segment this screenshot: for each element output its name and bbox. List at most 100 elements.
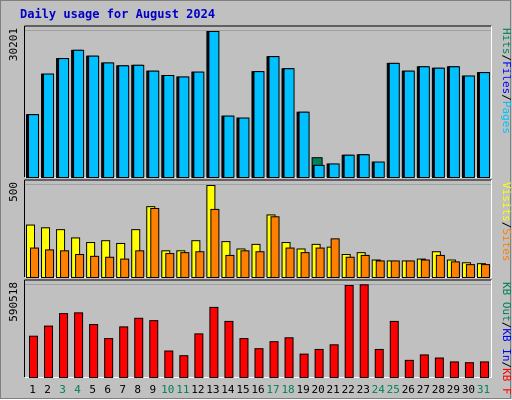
bar-pages (343, 154, 355, 179)
bar-sites (225, 254, 235, 278)
legend-entry: Sites (500, 228, 512, 261)
x-tick-label: 19 (296, 383, 309, 396)
bar-kb-f (449, 361, 459, 379)
x-tick-label: 20 (312, 383, 325, 396)
x-tick-label: 12 (191, 383, 204, 396)
bar-pages (418, 66, 430, 178)
bar-kb-f (74, 312, 84, 379)
bar-sites (435, 254, 445, 278)
bar-kb-f (344, 285, 354, 378)
legend-entry: Hits (500, 28, 512, 55)
x-tick-label: 30 (462, 383, 475, 396)
bar-sites (420, 259, 430, 278)
bar-pages (73, 49, 85, 178)
bar-kb-f (479, 361, 489, 379)
legend-entry: Pages (500, 101, 512, 134)
x-tick-label: 29 (447, 383, 460, 396)
bar-kb-f (164, 350, 174, 378)
x-tick-label: 6 (104, 383, 111, 396)
bar-sites (270, 216, 280, 278)
bar-sites (75, 254, 85, 278)
bar-pages (373, 161, 385, 179)
bar-sites (135, 250, 145, 279)
x-tick-label: 24 (372, 383, 386, 396)
x-tick-label: 31 (477, 383, 490, 396)
bar-sites (165, 253, 175, 279)
bar-pages (223, 115, 235, 178)
bar-kb-f (404, 359, 414, 379)
x-tick-label: 10 (161, 383, 174, 396)
bar-kb-f (269, 341, 279, 378)
bar-pages (253, 71, 265, 178)
bar-kb-f (29, 335, 38, 378)
y-max-label: 590518 (7, 282, 20, 322)
bar-sites (90, 255, 100, 278)
legend-separator: / (500, 55, 512, 62)
bar-pages (193, 71, 205, 178)
chart-title: Daily usage for August 2024 (20, 7, 216, 21)
bar-sites (480, 264, 490, 278)
bar-pages (133, 64, 145, 178)
bar-pages (478, 72, 490, 178)
bar-sites (60, 250, 70, 279)
x-tick-label: 14 (221, 383, 235, 396)
legend: Visits/Sites (500, 182, 512, 262)
bar-kb-f (134, 317, 144, 378)
bar-pages (388, 62, 400, 178)
bar-kb-f (299, 353, 309, 378)
bar-pages (43, 73, 55, 178)
bar-pages (103, 62, 115, 178)
bar-kb-f (419, 354, 429, 379)
x-tick-label: 21 (327, 383, 340, 396)
bar-pages (28, 114, 39, 178)
bar-kb-f (119, 326, 129, 378)
bar-sites (405, 260, 415, 279)
bar-kb-f (254, 348, 264, 379)
bar-sites (195, 251, 205, 279)
x-tick-label: 5 (89, 383, 96, 396)
x-tick-label: 13 (206, 383, 219, 396)
bar-sites (240, 250, 250, 279)
legend-separator: / (500, 362, 512, 369)
bar-kb-f (179, 355, 189, 378)
bar-pages (283, 68, 295, 178)
bar-pages (298, 111, 310, 178)
bar-kb-f (59, 313, 69, 378)
legend: KB Out/KB In/KB F (500, 282, 512, 395)
bar-pages (163, 74, 175, 178)
x-tick-label: 15 (236, 383, 249, 396)
bar-kb-f (329, 344, 339, 378)
x-tick-label: 25 (387, 383, 400, 396)
legend-entry: Visits (500, 182, 512, 222)
bar-kb-f (359, 284, 369, 378)
bar-sites (45, 249, 55, 278)
x-tick-label: 17 (266, 383, 279, 396)
bar-kb-f (89, 324, 99, 379)
x-tick-label: 23 (357, 383, 370, 396)
bar-sites (210, 208, 220, 278)
bar-pages (88, 55, 100, 179)
x-tick-label: 11 (176, 383, 189, 396)
legend-entry: KB Out (500, 282, 512, 322)
legend: Hits/Files/Pages (500, 28, 512, 134)
bar-kb-f (194, 333, 204, 379)
legend-separator: / (500, 322, 512, 329)
x-tick-label: 1 (29, 383, 36, 396)
x-tick-label: 2 (44, 383, 51, 396)
bar-kb-f (389, 320, 399, 378)
bar-pages (328, 163, 340, 178)
bar-pages (208, 31, 220, 178)
bar-pages (448, 66, 460, 178)
bar-sites (150, 208, 160, 278)
bar-pages (118, 65, 130, 178)
bar-pages (358, 154, 370, 179)
bar-pages (148, 70, 160, 178)
bar-sites (105, 256, 115, 279)
bar-sites (120, 258, 130, 279)
legend-entry: KB In (500, 328, 512, 361)
x-tick-label: 16 (251, 383, 264, 396)
x-tick-label: 28 (432, 383, 445, 396)
x-tick-label: 18 (281, 383, 294, 396)
bar-sites (360, 254, 370, 278)
